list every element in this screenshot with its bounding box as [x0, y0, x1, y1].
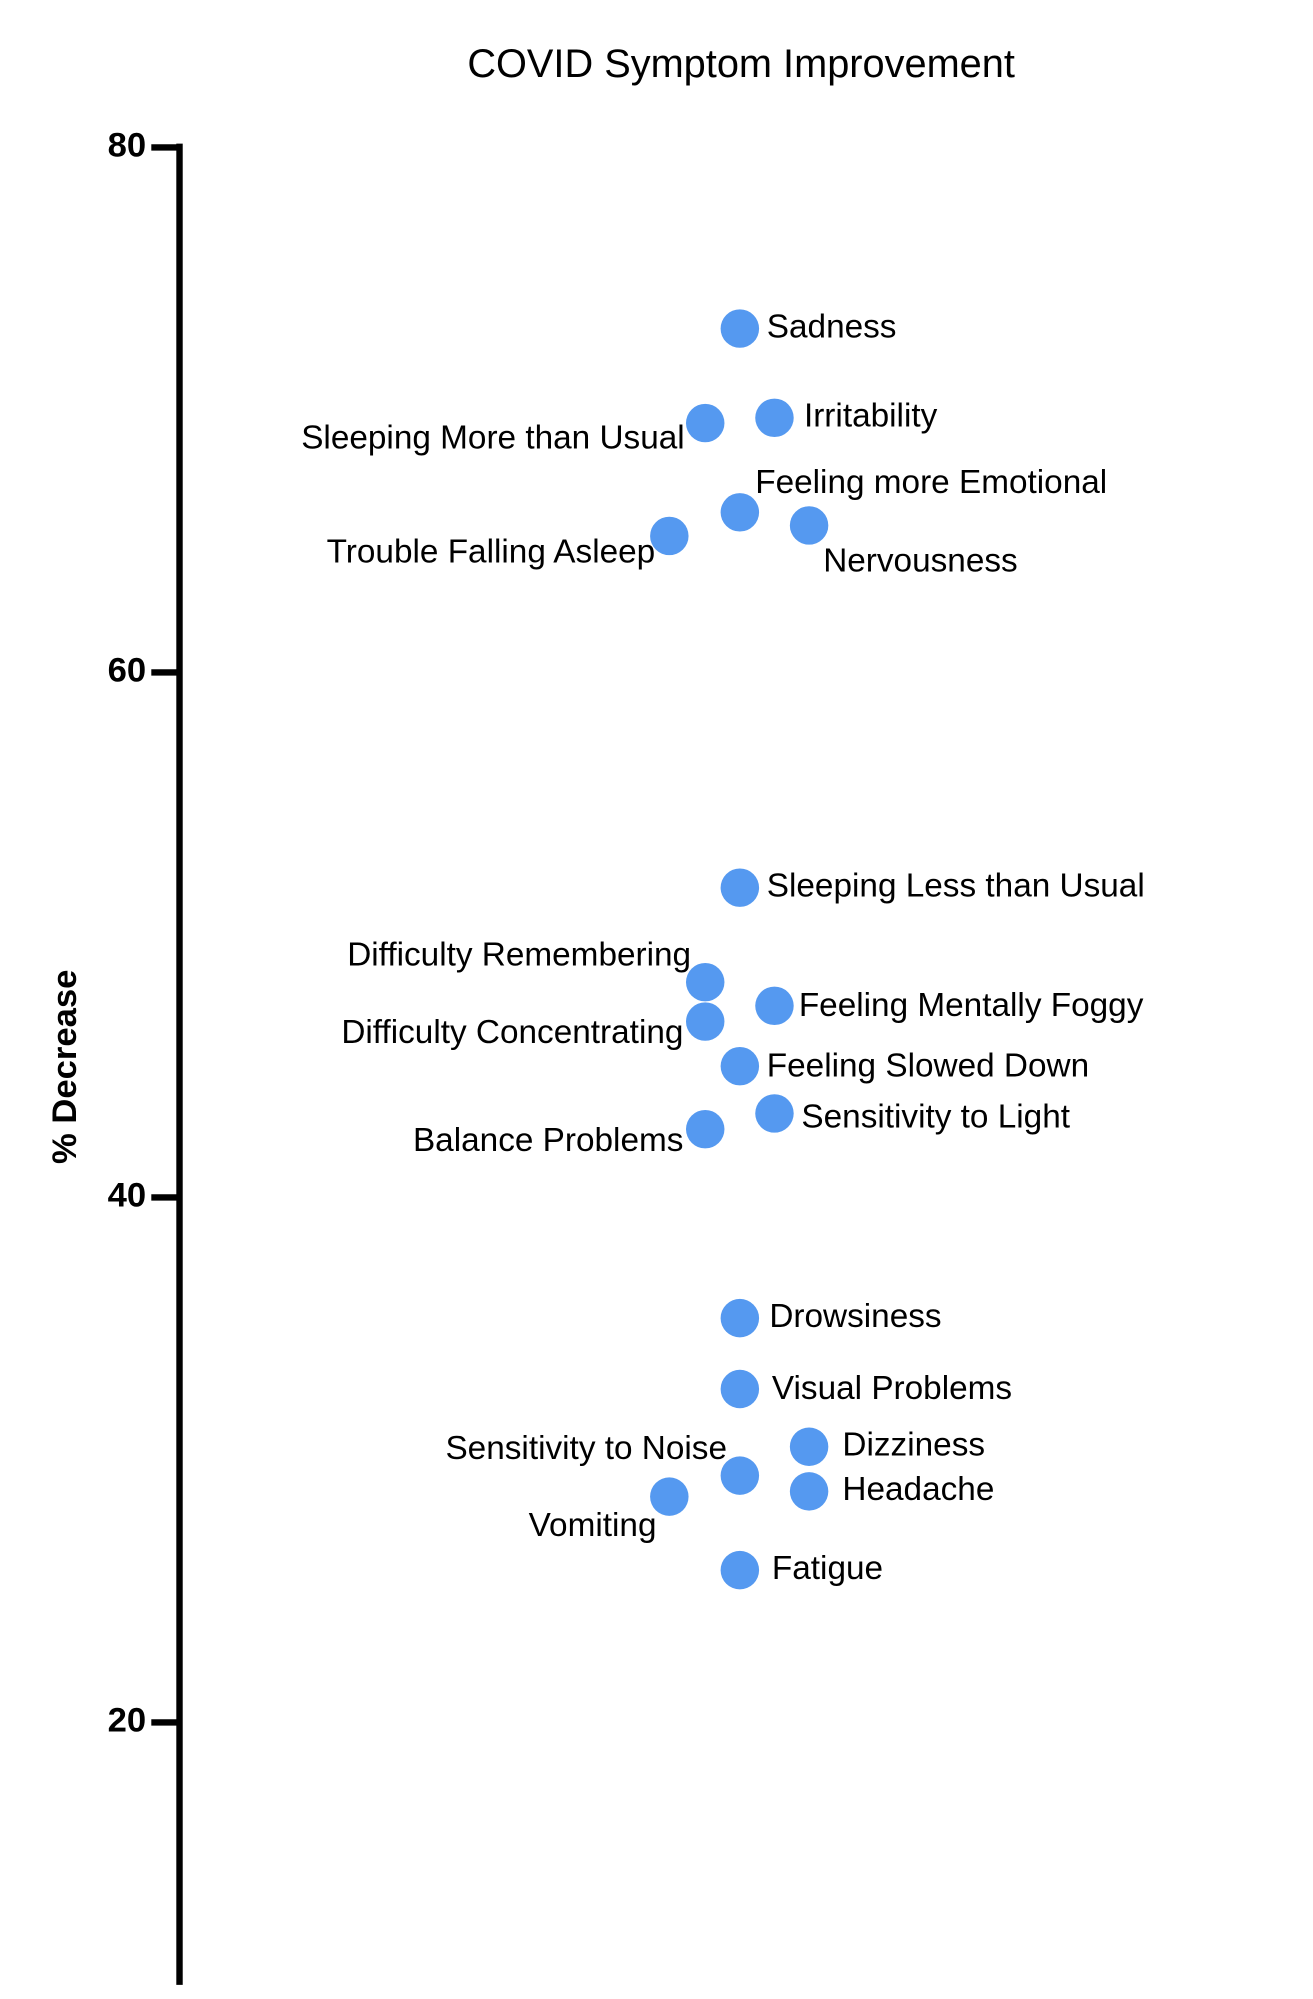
point-label: Sadness	[767, 308, 897, 345]
point-label: Irritability	[804, 398, 938, 435]
point-label: Sleeping Less than Usual	[767, 867, 1145, 904]
point	[720, 1456, 760, 1495]
point	[650, 1477, 689, 1516]
point-label: Dizziness	[842, 1427, 985, 1464]
point-label: Visual Problems	[772, 1370, 1012, 1407]
y-tick-label: 20	[108, 1702, 147, 1740]
chart-title: COVID Symptom Improvement	[467, 42, 1015, 86]
point-label: Feeling more Emotional	[755, 464, 1107, 501]
point-label: Feeling Slowed Down	[767, 1047, 1089, 1084]
point-label: Fatigue	[772, 1550, 883, 1587]
point	[720, 309, 760, 348]
point	[789, 1427, 829, 1467]
point-label: Difficulty Concentrating	[341, 1014, 683, 1051]
point-label: Trouble Falling Asleep	[327, 534, 656, 571]
point-label: Sleeping More than Usual	[301, 420, 685, 457]
point	[720, 868, 760, 907]
point	[789, 506, 829, 545]
point-label: Sensitivity to Light	[801, 1098, 1070, 1135]
y-tick-label: 60	[108, 652, 147, 690]
point-label: Sensitivity to Noise	[445, 1430, 727, 1467]
point	[650, 516, 689, 556]
point	[755, 1094, 794, 1133]
point-label: Vomiting	[529, 1507, 657, 1544]
point-label: Difficulty Remembering	[347, 936, 691, 973]
point	[789, 1472, 829, 1511]
y-axis-title: % Decrease	[46, 970, 84, 1164]
point	[685, 962, 725, 1002]
point	[720, 493, 760, 532]
point	[720, 1046, 760, 1086]
point-label: Headache	[842, 1471, 994, 1508]
point	[720, 1369, 760, 1409]
point-label: Nervousness	[823, 542, 1018, 579]
point	[685, 1109, 725, 1149]
point-label: Balance Problems	[413, 1122, 683, 1159]
point	[755, 398, 794, 438]
point	[685, 403, 725, 443]
y-tick-label: 40	[108, 1177, 147, 1215]
point	[720, 1550, 760, 1590]
point	[685, 1002, 725, 1041]
point-label: Feeling Mentally Foggy	[799, 987, 1144, 1024]
point	[720, 1298, 760, 1338]
point-label: Drowsiness	[769, 1298, 941, 1335]
point	[755, 986, 794, 1026]
y-tick-label: 80	[108, 127, 147, 165]
